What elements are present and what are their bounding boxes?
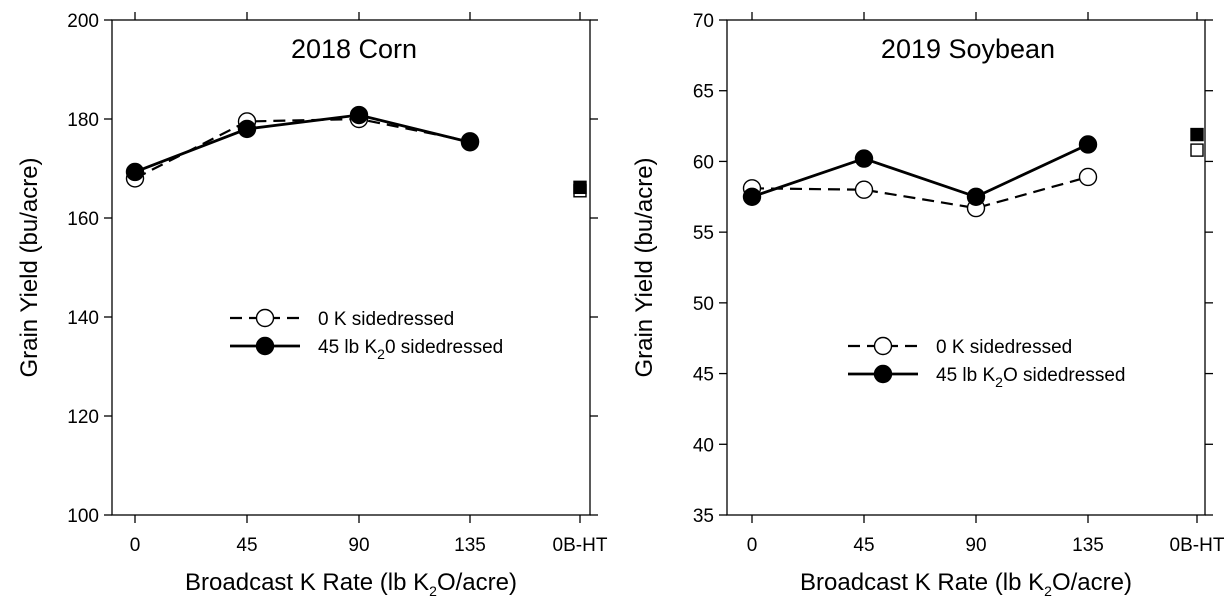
legend-label: 0 K sidedressed: [318, 309, 454, 330]
data-point: [966, 187, 986, 206]
data-point: [854, 180, 874, 199]
y-axis-label: Grain Yield (bu/acre): [16, 157, 43, 377]
x-tick-label: 45: [236, 535, 257, 556]
y-tick-label: 50: [693, 294, 714, 315]
y-tick-label: 40: [693, 435, 714, 456]
legend-marker: [873, 336, 893, 356]
x-tick-label: 45: [853, 535, 874, 556]
legend-marker: [255, 308, 275, 328]
x-tick-label: 0: [130, 535, 141, 556]
series-line: [134, 117, 471, 180]
x-tick-label: 135: [1072, 535, 1104, 556]
x-tick-label: 135: [454, 535, 486, 556]
x-axis-label: Broadcast K Rate (lb K2O/acre): [800, 569, 1132, 599]
y-tick-label: 35: [693, 506, 714, 527]
x-axis-label: Broadcast K Rate (lb K2O/acre): [185, 569, 517, 599]
x-tick-label: 0: [747, 535, 758, 556]
series-2: [125, 105, 587, 195]
x-tick-label: 0B-HT: [553, 535, 608, 556]
y-tick-label: 100: [67, 506, 99, 527]
x-tick-label: 0B-HT: [1170, 535, 1224, 556]
y-axis-label: Grain Yield (bu/acre): [631, 157, 658, 377]
series-1: [742, 143, 1204, 218]
plot-frame: [111, 19, 591, 516]
y-tick-label: 180: [67, 110, 99, 131]
x-tick-label: 90: [965, 535, 986, 556]
legend-label: 45 lb K2O sidedressed: [936, 365, 1125, 390]
data-point: [460, 133, 480, 152]
y-tick-label: 70: [693, 11, 714, 32]
data-point: [1078, 167, 1098, 187]
legend: 0 K sidedressed 45 lb K20 sidedressed: [230, 308, 503, 362]
y-tick-label: 120: [67, 407, 99, 428]
data-point: [742, 187, 762, 206]
extra-data-point: [1190, 143, 1204, 157]
chart-title: 2019 Soybean: [881, 34, 1055, 64]
y-tick-label: 200: [67, 11, 99, 32]
data-point: [349, 105, 369, 125]
plot-frame: [726, 19, 1206, 516]
series-line: [751, 175, 1089, 210]
series-2: [742, 127, 1204, 206]
legend-marker: [873, 364, 893, 384]
legend-label: 45 lb K20 sidedressed: [318, 337, 503, 362]
y-tick-label: 160: [67, 209, 99, 230]
y-tick-label: 65: [693, 82, 714, 103]
series-line: [134, 113, 471, 174]
y-tick-label: 140: [67, 308, 99, 329]
chart-panel-1: 100 120 140 160 180 200 0 45 90 135 0B-HT 2018 Corn…: [16, 11, 608, 599]
series-line: [751, 143, 1089, 199]
data-point: [237, 119, 257, 139]
extra-data-point: [1190, 127, 1204, 142]
x-tick-label: 90: [348, 535, 369, 556]
legend: 0 K sidedressed 45 lb K2O sidedressed: [848, 336, 1125, 390]
y-tick-label: 60: [693, 152, 714, 173]
chart-title: 2018 Corn: [291, 34, 417, 64]
extra-data-point: [573, 180, 587, 195]
data-point: [854, 149, 874, 168]
data-point: [1078, 135, 1098, 154]
legend-marker: [255, 336, 275, 356]
y-tick-label: 55: [693, 223, 714, 244]
legend-label: 0 K sidedressed: [936, 337, 1072, 358]
y-tick-label: 45: [693, 365, 714, 386]
data-point: [125, 162, 145, 182]
chart-panel-2: 35 40 45 50 55 60 65 70 0 45 90 135 0B-HT 2019 Soybea…: [631, 11, 1224, 599]
